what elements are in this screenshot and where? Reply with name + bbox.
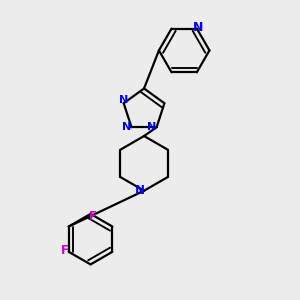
Text: F: F — [61, 244, 69, 257]
Text: N: N — [122, 122, 131, 132]
Text: N: N — [135, 184, 145, 197]
Text: F: F — [89, 210, 97, 223]
Text: N: N — [119, 95, 128, 105]
Text: N: N — [193, 21, 203, 34]
Text: N: N — [147, 122, 156, 132]
